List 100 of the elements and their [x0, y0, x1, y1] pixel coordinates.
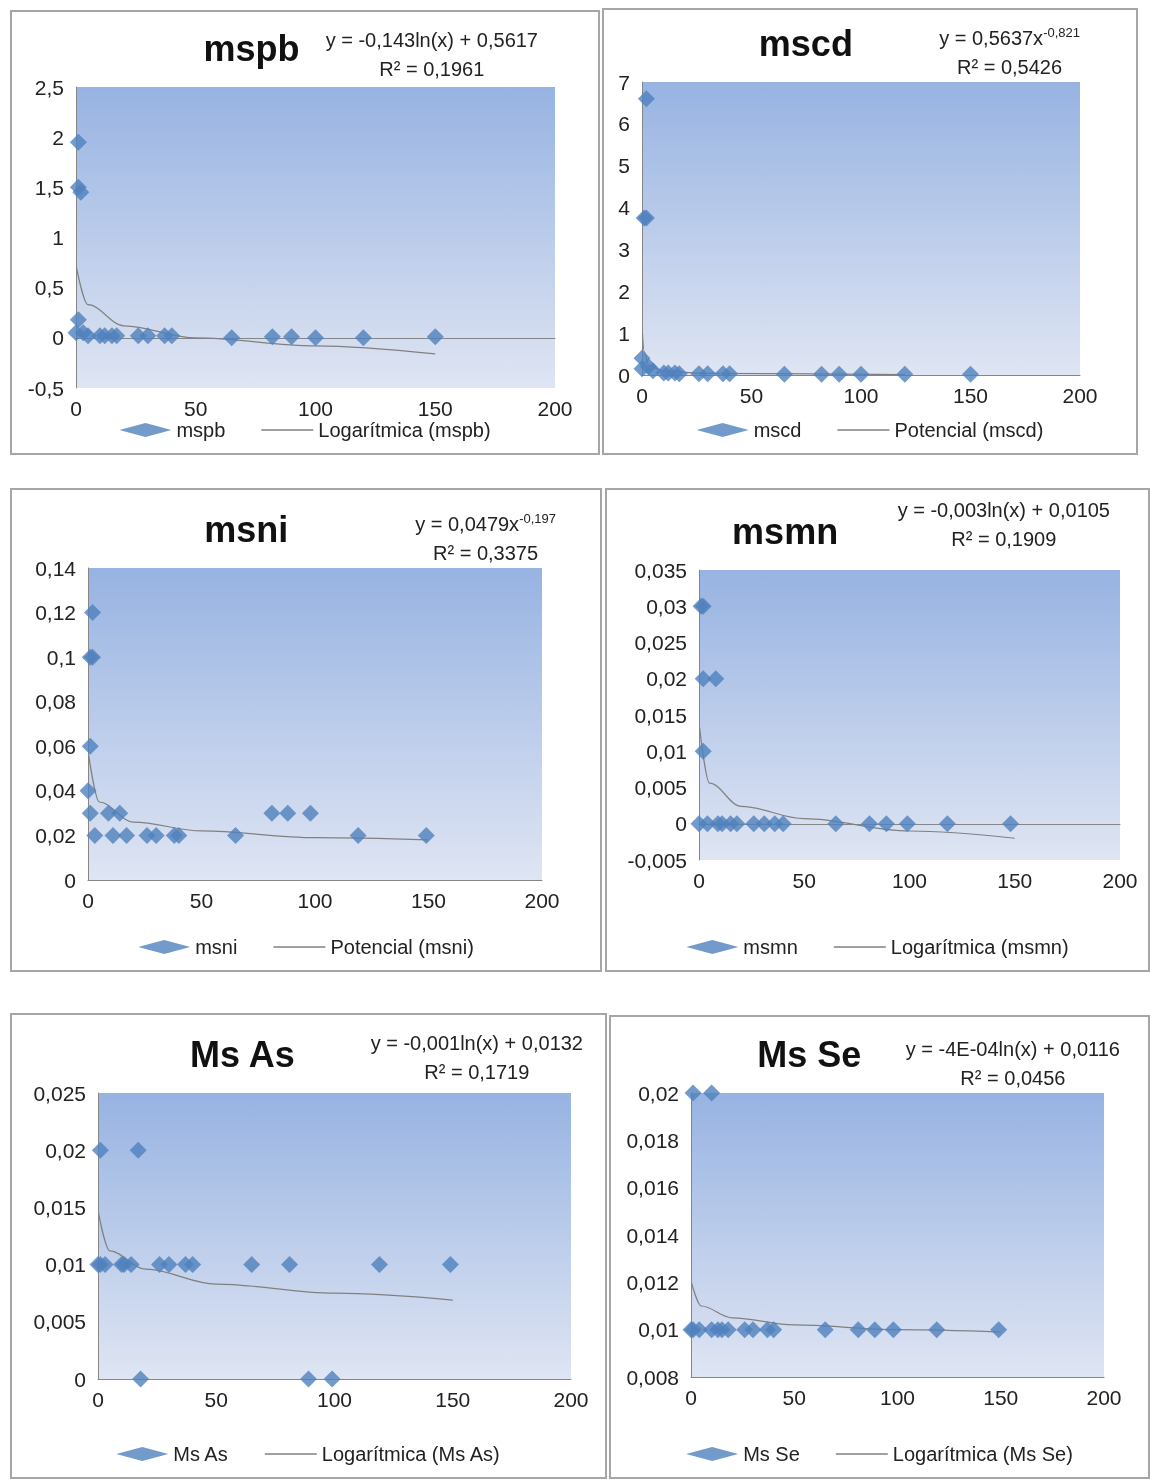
x-tick-label: 150 [410, 889, 447, 912]
x-tick-label: 100 [297, 889, 333, 912]
x-tick-label: 150 [435, 1388, 471, 1411]
y-tick-label: 0,02 [638, 1081, 679, 1105]
x-tick-label: 100 [297, 397, 334, 420]
y-tick-label: 0,12 [35, 601, 76, 625]
x-tick-label: 50 [204, 1388, 228, 1411]
x-tick-label: 150 [952, 384, 989, 407]
x-tick-label: 200 [1062, 384, 1098, 407]
x-tick-label: 50 [189, 889, 214, 912]
y-tick-label: 1,5 [34, 175, 64, 199]
legend-label: Ms Se [743, 1443, 800, 1465]
x-tick-label: 200 [1086, 1386, 1122, 1409]
text: y = 0,0479x$^{-0,197}$ [415, 511, 556, 535]
y-tick-label: 0,025 [634, 631, 687, 654]
legend-label: Logarítmica (mspb) [318, 419, 491, 441]
x-tick-label: 150 [997, 869, 1033, 892]
y-tick-label: 0,008 [626, 1365, 679, 1389]
y-tick-label: 5 [618, 154, 630, 178]
chart-title: mspb [203, 27, 300, 69]
y-tick-label: 6 [618, 112, 630, 136]
y-tick-label: 4 [618, 196, 631, 220]
y-tick-label: 0,02 [646, 667, 687, 691]
y-tick-label: 7 [618, 70, 630, 94]
y-tick-label: -0,005 [627, 848, 687, 872]
legend-label: Logarítmica (Ms As) [321, 1443, 500, 1465]
y-tick-label: 0,01 [646, 739, 687, 763]
y-tick-label: 0,016 [626, 1176, 679, 1200]
x-tick-label: 0 [92, 1388, 104, 1411]
y-tick-label: 0 [618, 363, 630, 387]
legend-label: mscd [753, 419, 802, 441]
y-tick-label: 0,005 [33, 1310, 86, 1334]
chart-title: msmn [732, 510, 839, 552]
text: y = 0,5637x$^{-0,821}$ [939, 25, 1080, 49]
y-tick-label: 0 [52, 326, 64, 350]
chart-title: Ms Se [757, 1033, 862, 1075]
y-tick-label: 0,03 [646, 594, 687, 618]
x-tick-label: 50 [739, 384, 764, 407]
text: R² = 0,1909 [951, 528, 1057, 550]
legend-label: Potencial (msni) [330, 936, 474, 958]
y-tick-label: 0,015 [33, 1195, 86, 1219]
x-tick-label: 50 [184, 397, 208, 420]
y-tick-label: 0,02 [35, 823, 76, 847]
y-tick-label: 2,5 [34, 75, 64, 99]
x-tick-label: 50 [782, 1386, 806, 1409]
y-tick-label: 0,02 [45, 1138, 86, 1162]
legend-label: Logarítmica (msmn) [890, 936, 1069, 958]
x-tick-label: 100 [891, 869, 928, 892]
y-tick-label: 0,035 [634, 558, 687, 582]
text: R² = 0,0456 [960, 1067, 1066, 1089]
text: R² = 0,3375 [433, 541, 539, 564]
y-tick-label: 0,01 [45, 1253, 86, 1277]
y-tick-label: 0,012 [626, 1270, 679, 1294]
y-tick-label: 0,01 [638, 1318, 679, 1342]
legend-label: msni [195, 936, 238, 958]
y-tick-label: 0,005 [634, 776, 687, 799]
x-tick-label: 100 [843, 384, 879, 407]
text: y = -0,003ln(x) + 0,0105 [897, 499, 1110, 521]
text: R² = 0,1719 [424, 1061, 530, 1083]
y-tick-label: 0,06 [35, 734, 76, 758]
y-tick-label: 3 [618, 237, 630, 261]
legend-label: mspb [176, 419, 226, 441]
y-tick-label: 0,018 [626, 1128, 679, 1152]
text: y = -4E-04ln(x) + 0,0116 [905, 1038, 1120, 1060]
y-tick-label: 2 [52, 125, 64, 149]
y-tick-label: 0,04 [35, 779, 77, 803]
x-tick-label: 100 [879, 1386, 916, 1409]
chart-title: mscd [758, 22, 853, 64]
y-tick-label: 0,5 [34, 276, 64, 300]
y-tick-label: 1 [52, 226, 64, 249]
y-tick-label: 1 [618, 321, 630, 345]
text: R² = 0,5426 [957, 55, 1063, 78]
x-tick-label: 100 [316, 1388, 353, 1411]
y-tick-label: 0,025 [33, 1081, 86, 1105]
legend-label: msmn [743, 936, 798, 958]
y-tick-label: 0,014 [626, 1223, 680, 1247]
y-tick-label: 0,14 [35, 556, 77, 580]
x-tick-label: 150 [983, 1386, 1019, 1409]
x-tick-label: 200 [537, 397, 573, 420]
y-tick-label: -0,5 [27, 376, 64, 400]
legend-label: Ms As [173, 1443, 228, 1465]
y-tick-label: 0 [675, 812, 687, 836]
y-tick-label: 0,015 [634, 703, 687, 727]
chart-title: msni [204, 508, 289, 550]
x-tick-label: 50 [792, 869, 816, 892]
x-tick-label: 200 [1102, 869, 1138, 892]
chart-title: Ms As [189, 1033, 295, 1075]
x-tick-label: 200 [524, 889, 560, 912]
y-tick-label: 2 [618, 279, 630, 303]
y-tick-label: 0,1 [46, 645, 76, 669]
text: y = -0,143ln(x) + 0,5617 [325, 29, 538, 51]
y-tick-label: 0,08 [35, 690, 76, 714]
x-tick-label: 200 [553, 1388, 589, 1411]
y-tick-label: 0 [74, 1367, 86, 1391]
text: R² = 0,1961 [379, 58, 485, 80]
legend-label: Logarítmica (Ms Se) [892, 1443, 1073, 1465]
x-tick-label: 150 [417, 397, 453, 420]
legend-label: Potencial (mscd) [894, 419, 1044, 441]
text: y = -0,001ln(x) + 0,0132 [370, 1032, 583, 1054]
x-tick-label: 0 [693, 869, 705, 892]
